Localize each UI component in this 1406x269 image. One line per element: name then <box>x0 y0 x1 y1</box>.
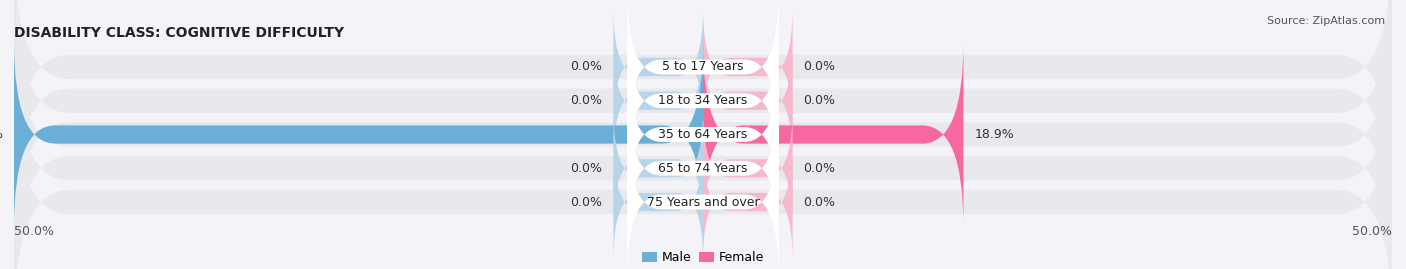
Text: 18 to 34 Years: 18 to 34 Years <box>658 94 748 107</box>
FancyBboxPatch shape <box>703 42 963 227</box>
FancyBboxPatch shape <box>613 42 703 159</box>
FancyBboxPatch shape <box>703 42 793 159</box>
Text: 65 to 74 Years: 65 to 74 Years <box>658 162 748 175</box>
FancyBboxPatch shape <box>627 91 779 245</box>
FancyBboxPatch shape <box>703 144 793 260</box>
FancyBboxPatch shape <box>14 0 1392 224</box>
Text: 0.0%: 0.0% <box>804 94 835 107</box>
FancyBboxPatch shape <box>613 144 703 260</box>
Text: 50.0%: 50.0% <box>14 225 53 238</box>
FancyBboxPatch shape <box>14 0 1392 190</box>
FancyBboxPatch shape <box>613 9 703 125</box>
Text: DISABILITY CLASS: COGNITIVE DIFFICULTY: DISABILITY CLASS: COGNITIVE DIFFICULTY <box>14 26 344 40</box>
FancyBboxPatch shape <box>627 125 779 269</box>
Text: 75 Years and over: 75 Years and over <box>647 196 759 208</box>
FancyBboxPatch shape <box>613 110 703 227</box>
FancyBboxPatch shape <box>14 42 703 227</box>
Text: 0.0%: 0.0% <box>571 162 602 175</box>
Text: 0.0%: 0.0% <box>804 162 835 175</box>
FancyBboxPatch shape <box>627 0 779 144</box>
Text: 5 to 17 Years: 5 to 17 Years <box>662 61 744 73</box>
Text: Source: ZipAtlas.com: Source: ZipAtlas.com <box>1267 16 1385 26</box>
FancyBboxPatch shape <box>703 110 793 227</box>
FancyBboxPatch shape <box>14 12 1392 257</box>
Text: 50.0%: 50.0% <box>0 128 3 141</box>
Text: 50.0%: 50.0% <box>1353 225 1392 238</box>
Text: 35 to 64 Years: 35 to 64 Years <box>658 128 748 141</box>
Text: 0.0%: 0.0% <box>571 61 602 73</box>
Text: 0.0%: 0.0% <box>571 196 602 208</box>
FancyBboxPatch shape <box>703 9 793 125</box>
Text: 18.9%: 18.9% <box>974 128 1014 141</box>
Text: 0.0%: 0.0% <box>804 196 835 208</box>
FancyBboxPatch shape <box>14 45 1392 269</box>
Text: 0.0%: 0.0% <box>804 61 835 73</box>
Legend: Male, Female: Male, Female <box>637 246 769 269</box>
Text: 0.0%: 0.0% <box>571 94 602 107</box>
FancyBboxPatch shape <box>627 58 779 211</box>
FancyBboxPatch shape <box>627 24 779 178</box>
FancyBboxPatch shape <box>14 79 1392 269</box>
